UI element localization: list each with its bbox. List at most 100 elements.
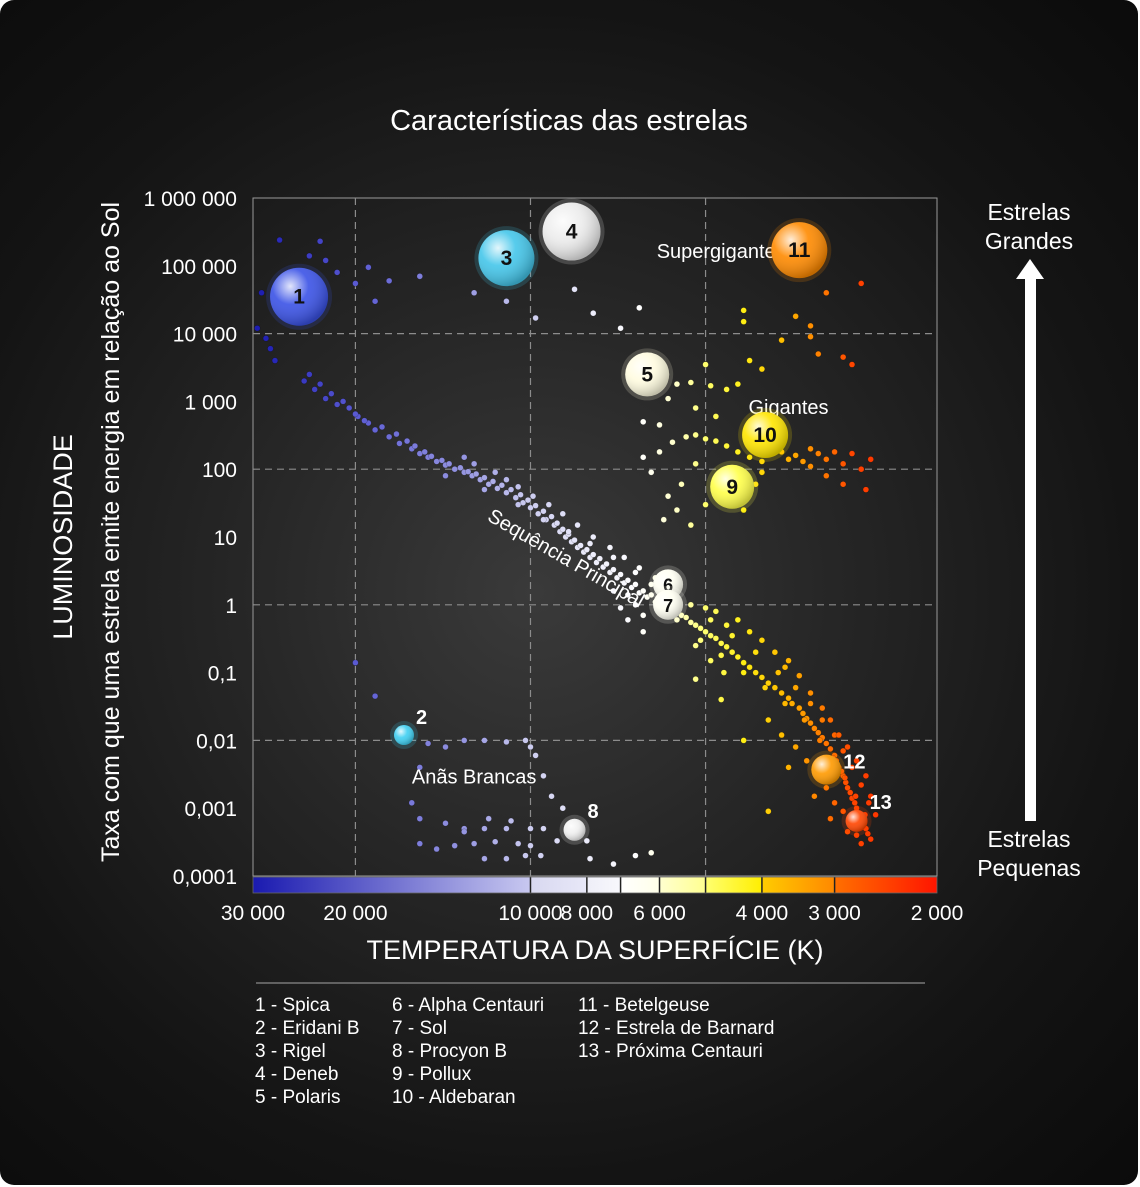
- star-highlight: [478, 230, 535, 287]
- star-point-main-sequence: [781, 664, 789, 671]
- star-point-main-sequence: [451, 466, 458, 473]
- star-point-white-dwarfs: [610, 860, 617, 868]
- star-highlight: [845, 809, 868, 832]
- legend-item: 1 - Spica: [255, 995, 330, 1016]
- star-point-giants: [640, 454, 647, 461]
- star-point-main-sequence: [512, 494, 519, 501]
- star-point-main-sequence: [702, 628, 709, 635]
- star-point-white-dwarfs: [424, 740, 432, 747]
- star-highlight: [394, 725, 415, 746]
- legend-item: 8 - Procyon B: [392, 1041, 507, 1062]
- star-point-giants: [778, 337, 785, 344]
- star-point-giants: [746, 454, 753, 461]
- star-point-main-sequence: [624, 616, 632, 623]
- star-point-main-sequence: [470, 460, 478, 467]
- star-point-main-sequence: [752, 669, 759, 676]
- star-point-giants: [682, 433, 690, 441]
- colorbar-segment: [834, 877, 937, 893]
- star-point-white-dwarfs: [540, 772, 547, 780]
- star-highlight: [542, 202, 601, 261]
- star-point-main-sequence: [461, 454, 468, 461]
- star-point-giants: [617, 325, 624, 332]
- star-point-white-dwarfs: [537, 852, 544, 859]
- side-label-bottom-line2: Pequenas: [977, 855, 1081, 881]
- colorbar-border: [252, 876, 938, 894]
- named-star-13: 13: [841, 792, 892, 836]
- star-point-giants: [823, 289, 830, 296]
- star-point-main-sequence: [734, 653, 742, 661]
- star-point-main-sequence: [844, 784, 851, 791]
- star-point-giants: [640, 418, 647, 425]
- star-point-main-sequence: [682, 614, 690, 621]
- star-point-main-sequence: [385, 433, 393, 441]
- star-point-main-sequence: [852, 793, 859, 800]
- star-point-main-sequence: [687, 601, 694, 608]
- star-point-giants: [687, 379, 694, 386]
- colorbar-segment: [659, 877, 706, 893]
- star-point-main-sequence: [692, 622, 699, 629]
- y-tick-label: 0,0001: [173, 866, 237, 889]
- star-number-label: 10: [753, 424, 776, 447]
- named-star-10: 10: [738, 407, 793, 462]
- star-point-supergiants: [470, 289, 478, 296]
- star-point-giants: [848, 450, 856, 457]
- star-point-main-sequence: [311, 386, 318, 393]
- star-number-label: 6: [663, 575, 673, 595]
- star-point-supergiants: [385, 277, 393, 284]
- star-point-giants: [746, 357, 753, 364]
- star-point-main-sequence: [771, 649, 779, 656]
- star-point-main-sequence: [339, 398, 347, 405]
- star-point-main-sequence: [707, 616, 714, 623]
- star-point-white-dwarfs: [532, 752, 539, 759]
- star-point-white-dwarfs: [371, 692, 379, 700]
- star-point-giants: [758, 365, 766, 373]
- colorbar-segment: [761, 877, 835, 893]
- star-point-main-sequence: [481, 486, 488, 493]
- star-point-white-dwarfs: [515, 840, 522, 847]
- colorbar-segment: [530, 877, 587, 893]
- star-point-main-sequence: [853, 757, 860, 764]
- star-point-main-sequence: [858, 781, 865, 789]
- star-point-white-dwarfs: [451, 842, 458, 849]
- star-number-label: 8: [588, 801, 599, 823]
- star-point-main-sequence: [827, 716, 834, 724]
- star-point-main-sequence: [752, 649, 759, 656]
- region-label: Supergigantes: [657, 241, 786, 263]
- y-tick-label: 10: [214, 527, 237, 550]
- star-point-white-dwarfs: [553, 837, 561, 844]
- star-point-main-sequence: [853, 832, 860, 839]
- star-point-supergiants: [271, 357, 279, 364]
- star-point-giants: [702, 435, 709, 443]
- star-highlight: [625, 352, 670, 397]
- star-point-supergiants: [316, 238, 324, 245]
- star-point-giants: [840, 353, 847, 361]
- star-point-white-dwarfs: [503, 855, 510, 862]
- star-point-main-sequence: [494, 485, 501, 492]
- star-point-giants: [692, 404, 699, 412]
- star-point-main-sequence: [740, 659, 747, 666]
- star-point-giants: [815, 350, 822, 358]
- star-point-main-sequence: [692, 642, 699, 649]
- star-point-white-dwarfs: [586, 855, 594, 862]
- y-tick-label: 100 000: [161, 256, 237, 279]
- star-point-main-sequence: [610, 587, 617, 595]
- star-point-main-sequence: [803, 757, 810, 764]
- y-tick-label: 1 000 000: [144, 188, 237, 211]
- star-point-main-sequence: [610, 554, 617, 561]
- star-point-giants: [723, 386, 730, 393]
- star-point-main-sequence: [816, 737, 824, 744]
- star-point-giants: [858, 466, 865, 473]
- star-point-main-sequence: [729, 632, 736, 639]
- star-point-main-sequence: [333, 401, 341, 408]
- star-point-main-sequence: [574, 521, 581, 529]
- star-point-supergiants: [333, 269, 341, 276]
- star-point-main-sequence: [796, 672, 803, 679]
- star-point-giants: [723, 442, 730, 450]
- star-point-white-dwarfs: [648, 849, 655, 856]
- star-point-white-dwarfs: [461, 828, 468, 835]
- star-point-main-sequence: [352, 410, 359, 418]
- legend-item: 13 - Próxima Centauri: [578, 1041, 763, 1062]
- star-point-giants: [692, 460, 699, 467]
- star-point-white-dwarfs: [433, 845, 440, 853]
